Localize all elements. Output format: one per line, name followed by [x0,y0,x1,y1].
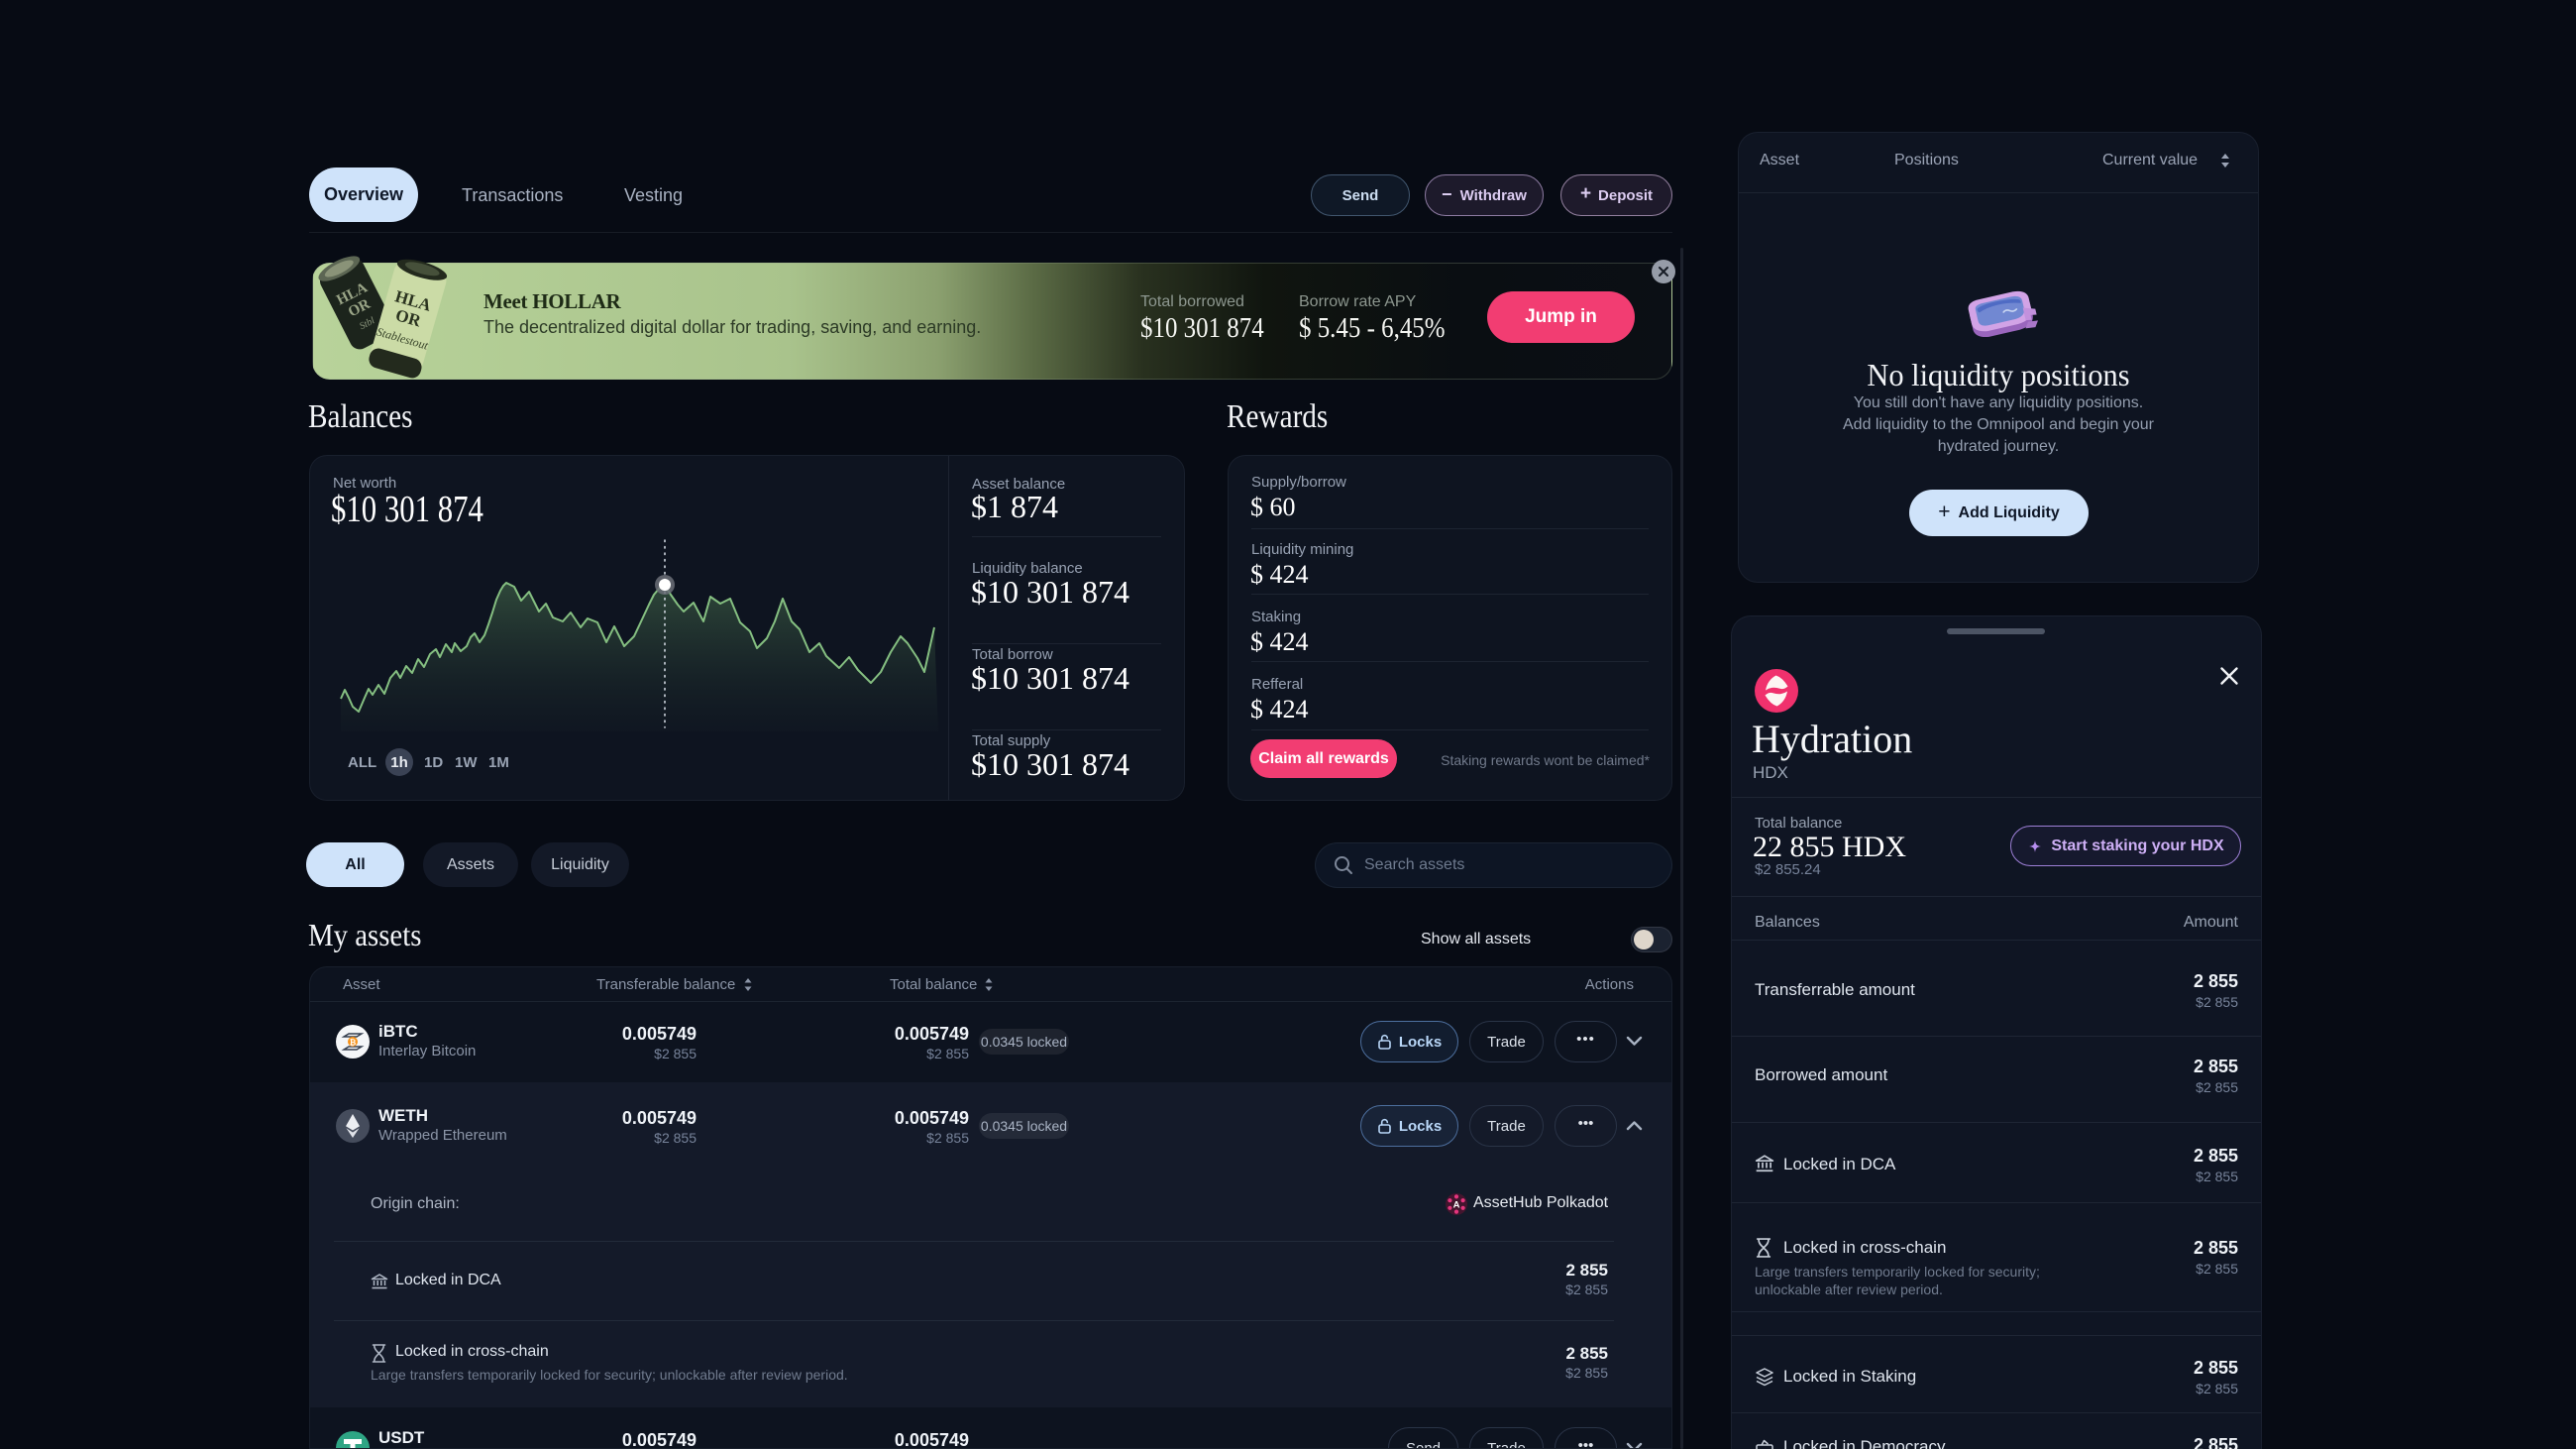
svg-text:₿: ₿ [350,1039,357,1048]
svg-text:A: A [1453,1200,1460,1211]
